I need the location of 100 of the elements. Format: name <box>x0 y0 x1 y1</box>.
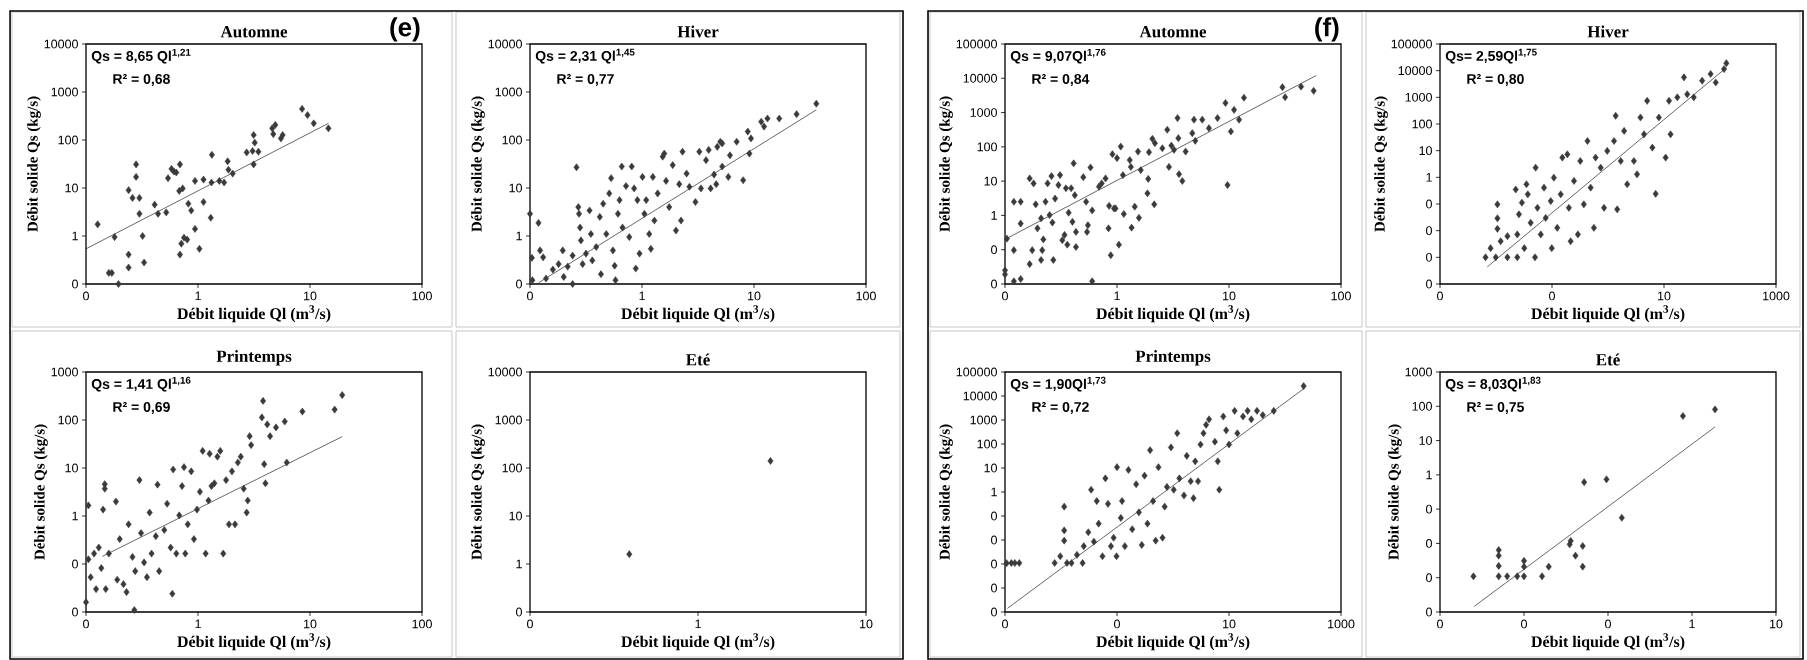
y-tick-label: 0 <box>72 279 78 289</box>
y-tick-label: 1 <box>1426 470 1432 480</box>
y-axis-title: Débit solide Qs (kg/s) <box>471 424 485 560</box>
y-axis-title: Débit solide Qs (kg/s) <box>27 96 41 232</box>
annotation: R² = 0,84 <box>1032 73 1090 86</box>
x-tick-label: 1 <box>695 619 701 629</box>
chart-title: Printemps <box>1135 350 1211 366</box>
x-tick-label: 10 <box>1658 291 1671 301</box>
x-axis-title: Débit liquide Ql (m$^{3}$/s) <box>621 633 775 651</box>
y-tick-label: 1000 <box>1405 367 1432 377</box>
annotation: R² = 0,75 <box>1467 401 1524 414</box>
chart-title: Printemps <box>216 350 292 366</box>
annotation: Qs= 2,59Ql$^{1,75}$ <box>1445 48 1537 64</box>
x-tick-label: 0 <box>1114 619 1120 629</box>
x-tick-label: 1 <box>639 291 645 301</box>
chart-title: Automne <box>220 26 288 38</box>
y-tick-label: 0 <box>1426 607 1432 617</box>
y-axis-title: Débit solide Qs (kg/s) <box>1388 424 1402 560</box>
x-axis-title: Débit liquide Ql (m$^{3}$/s) <box>177 305 331 323</box>
x-tick-label: 1 <box>195 291 201 301</box>
y-tick-label: 1000 <box>51 367 78 377</box>
y-tick-label: 10 <box>984 176 997 186</box>
y-tick-label: 1 <box>72 511 78 521</box>
y-tick-label: 100 <box>502 463 522 473</box>
y-tick-label: 0 <box>72 607 78 617</box>
y-tick-label: 1000 <box>495 415 522 425</box>
y-tick-label: 100 <box>58 415 78 425</box>
y-tick-label: 10 <box>65 463 78 473</box>
y-tick-label: 0 <box>1426 199 1432 209</box>
y-tick-label: 0 <box>1426 573 1432 583</box>
chart-title: Eté <box>686 353 710 366</box>
y-tick-label: 10000 <box>963 391 997 401</box>
y-tick-label: 10000 <box>44 39 78 49</box>
y-tick-label: 10 <box>509 183 522 193</box>
x-tick-label: 10 <box>304 619 317 629</box>
x-tick-label: 1000 <box>1328 619 1355 629</box>
annotation: Qs = 2,31 Ql$^{1,45}$ <box>535 48 635 64</box>
y-tick-label: 100 <box>1412 119 1432 129</box>
y-tick-label: 100 <box>977 142 997 152</box>
y-tick-label: 0 <box>516 279 522 289</box>
y-tick-label: 1 <box>72 231 78 241</box>
x-tick-label: 0 <box>527 619 533 629</box>
annotation: Qs = 1,90Ql$^{1,73}$ <box>1010 376 1106 392</box>
y-tick-label: 0 <box>991 511 997 521</box>
annotation: Qs = 8,03Ql$^{1,83}$ <box>1445 376 1541 392</box>
x-tick-label: 0 <box>83 291 89 301</box>
x-axis-title: Débit liquide Ql (m$^{3}$/s) <box>1096 633 1250 651</box>
y-tick-label: 100 <box>977 439 997 449</box>
x-tick-label: 10 <box>748 291 761 301</box>
x-tick-label: 0 <box>1437 619 1443 629</box>
y-tick-label: 0 <box>1426 252 1432 262</box>
y-axis-title: Débit solide Qs (kg/s) <box>1374 96 1388 232</box>
y-tick-label: 10000 <box>488 39 522 49</box>
y-axis-title: Débit solide Qs (kg/s) <box>939 96 953 232</box>
y-tick-label: 1 <box>516 231 522 241</box>
y-tick-label: 0 <box>991 279 997 289</box>
y-tick-label: 0 <box>991 535 997 545</box>
chart-title: Hiver <box>1587 25 1629 38</box>
annotation: Qs = 9,07Ql$^{1,76}$ <box>1010 48 1106 64</box>
x-tick-label: 0 <box>1521 619 1527 629</box>
y-tick-label: 0 <box>991 559 997 569</box>
y-tick-label: 1 <box>516 559 522 569</box>
y-tick-label: 0 <box>1426 226 1432 236</box>
x-tick-label: 0 <box>1002 291 1008 301</box>
y-tick-label: 100000 <box>956 39 997 49</box>
y-tick-label: 10 <box>65 183 78 193</box>
x-tick-label: 10 <box>1770 619 1783 629</box>
y-tick-label: 0 <box>991 607 997 617</box>
text: (f) <box>1315 17 1339 42</box>
x-tick-label: 0 <box>1002 619 1008 629</box>
annotation: R² = 0,69 <box>113 401 170 414</box>
x-axis-title: Débit liquide Ql (m$^{3}$/s) <box>1531 633 1685 651</box>
x-tick-label: 0 <box>1549 291 1555 301</box>
y-tick-label: 0 <box>1426 539 1432 548</box>
text: (e) <box>390 17 420 42</box>
y-tick-label: 10 <box>984 463 997 473</box>
y-tick-label: 10000 <box>488 367 522 377</box>
y-tick-label: 100 <box>58 135 78 145</box>
x-tick-label: 0 <box>527 291 533 301</box>
annotation: Qs = 1,41 Ql$^{1,16}$ <box>91 376 191 392</box>
y-tick-label: 1 <box>991 211 997 220</box>
chart-title: Automne <box>1139 26 1207 38</box>
y-tick-label: 100 <box>502 135 522 145</box>
x-tick-label: 1 <box>1114 291 1120 301</box>
x-tick-label: 0 <box>83 619 89 629</box>
y-axis-title: Débit solide Qs (kg/s) <box>939 424 953 560</box>
y-tick-label: 1000 <box>1405 92 1432 102</box>
y-tick-label: 10 <box>1419 146 1432 156</box>
y-axis-title: Débit solide Qs (kg/s) <box>34 424 48 560</box>
y-tick-label: 10000 <box>963 73 997 83</box>
y-tick-label: 10 <box>1419 436 1432 445</box>
y-tick-label: 100000 <box>1391 39 1432 49</box>
x-axis-title: Débit liquide Ql (m$^{3}$/s) <box>621 305 775 323</box>
y-tick-label: 0 <box>1426 504 1432 514</box>
x-tick-label: 0 <box>1605 619 1611 629</box>
x-tick-label: 10 <box>860 619 873 629</box>
y-tick-label: 0 <box>991 245 997 255</box>
annotation: R² = 0,77 <box>557 73 614 86</box>
y-tick-label: 1000 <box>970 108 997 117</box>
y-tick-label: 0 <box>516 607 522 617</box>
